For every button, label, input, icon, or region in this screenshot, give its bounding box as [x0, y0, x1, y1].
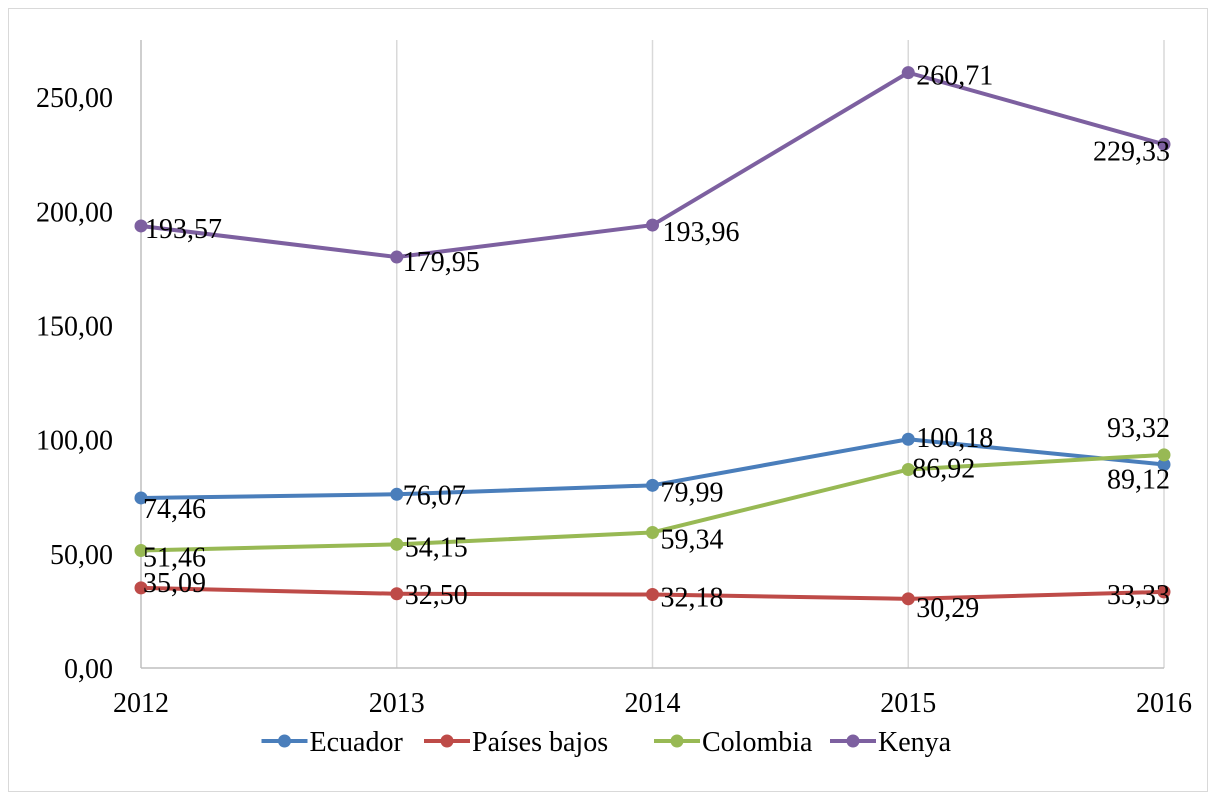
data-label-kenya: 229,33	[1093, 136, 1170, 167]
data-point-ecuador	[646, 478, 659, 492]
data-point-colombia	[134, 543, 148, 557]
x-tick-label: 2012	[113, 688, 169, 719]
data-point-kenya	[901, 66, 915, 80]
data-point-ecuador	[134, 491, 148, 505]
data-point-ecuador	[390, 487, 404, 501]
axis-layer: 0,00 50,00 100,00 150,00 200,00 250,00 2012 201…	[36, 40, 1192, 719]
data-label-ecuador: 74,46	[143, 494, 206, 525]
y-tick-label: 100,00	[36, 426, 113, 457]
data-label-ecuador: 100,18	[916, 423, 993, 454]
data-label-kenya: 193,96	[663, 217, 740, 248]
data-label-ecuador: 76,07	[403, 480, 466, 511]
data-label-colombia: 54,15	[405, 532, 468, 563]
legend-swatch-marker	[440, 734, 454, 748]
label-layer: 74,46 76,07 79,99 100,18 89,12 35,09 32,50 32,1…	[143, 61, 1170, 624]
data-point-pa-ses-bajos	[646, 588, 659, 602]
x-tick-label: 2013	[369, 688, 425, 719]
legend: Ecuador Países bajos Colombia Kenya	[261, 727, 952, 758]
data-point-kenya	[1157, 137, 1171, 151]
x-tick-label: 2016	[1136, 688, 1192, 719]
data-label-pa-ses-bajos: 32,18	[661, 583, 724, 614]
data-label-pa-ses-bajos: 35,09	[143, 568, 206, 599]
legend-item-colombia: Colombia	[654, 727, 813, 758]
legend-item-ecuador: Ecuador	[261, 727, 404, 758]
y-tick-label: 150,00	[36, 311, 113, 342]
y-tick-label: 0,00	[64, 654, 113, 685]
data-point-ecuador	[1157, 457, 1171, 471]
x-tick-label: 2014	[625, 688, 681, 719]
data-label-kenya: 260,71	[916, 61, 993, 92]
data-label-kenya: 193,57	[145, 214, 222, 245]
data-label-ecuador: 89,12	[1107, 464, 1170, 495]
data-point-colombia	[1157, 448, 1171, 462]
legend-item-pa-ses-bajos: Países bajos	[424, 727, 608, 758]
data-label-colombia: 59,34	[661, 524, 724, 555]
data-point-pa-ses-bajos	[390, 587, 404, 601]
legend-swatch-marker	[670, 734, 684, 748]
data-label-pa-ses-bajos: 32,50	[405, 580, 468, 611]
data-point-kenya	[390, 250, 404, 264]
legend-label: Kenya	[878, 727, 952, 758]
legend-item-kenya: Kenya	[830, 727, 952, 758]
data-point-colombia	[646, 525, 659, 539]
data-label-colombia: 51,46	[143, 542, 206, 573]
data-label-pa-ses-bajos: 30,29	[916, 593, 979, 624]
legend-label: Ecuador	[310, 727, 404, 758]
y-tick-label: 250,00	[36, 83, 113, 114]
chart-frame	[8, 8, 1208, 792]
legend-label: Colombia	[702, 727, 813, 758]
data-point-pa-ses-bajos	[134, 581, 148, 595]
data-label-kenya: 179,95	[403, 247, 480, 278]
data-point-colombia	[390, 537, 404, 551]
legend-label: Países bajos	[472, 727, 608, 758]
data-label-pa-ses-bajos: 33,33	[1107, 580, 1170, 611]
data-point-kenya	[646, 218, 659, 232]
data-label-colombia: 86,92	[912, 454, 975, 485]
grid-layer	[396, 40, 1165, 668]
x-tick-label: 2015	[880, 688, 936, 719]
data-point-kenya	[134, 219, 148, 233]
legend-swatch-marker	[278, 734, 291, 748]
data-point-colombia	[901, 463, 915, 477]
data-label-colombia: 93,32	[1107, 413, 1170, 444]
data-point-ecuador	[901, 432, 915, 446]
data-point-pa-ses-bajos	[1157, 585, 1171, 599]
series-layer	[134, 66, 1171, 606]
data-point-pa-ses-bajos	[901, 592, 915, 606]
data-label-ecuador: 79,99	[661, 477, 724, 508]
y-tick-label: 200,00	[36, 197, 113, 228]
y-tick-label: 50,00	[50, 540, 113, 571]
legend-swatch-marker	[846, 734, 860, 748]
